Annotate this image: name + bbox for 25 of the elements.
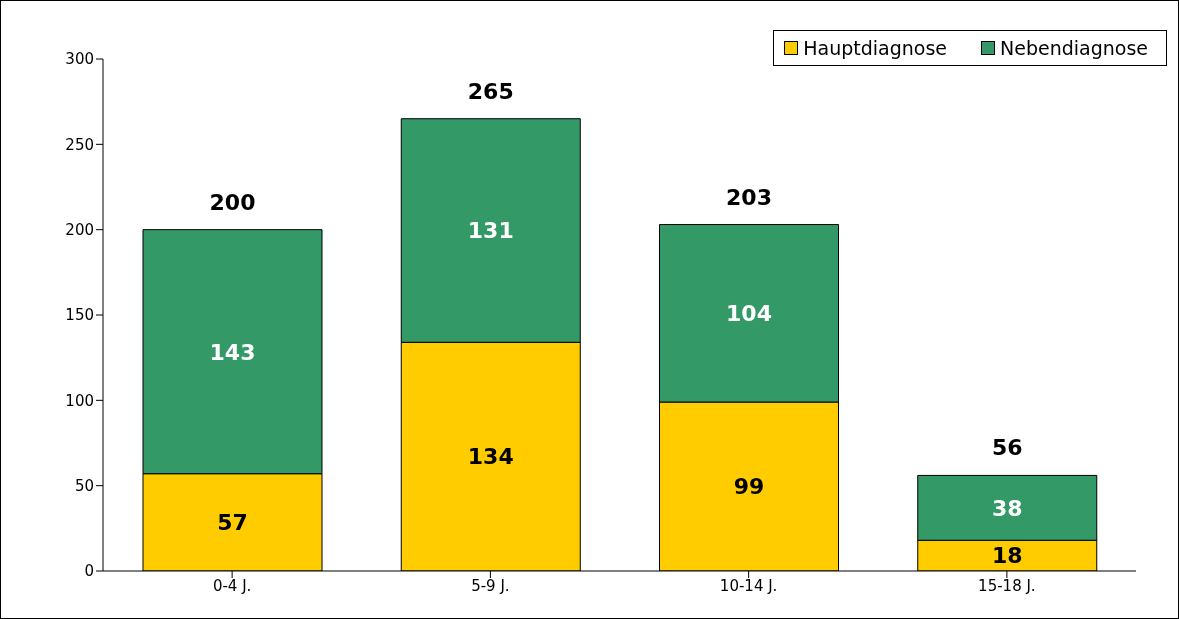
legend-label: Hauptdiagnose <box>802 37 947 59</box>
y-tick-label: 0 <box>84 562 94 581</box>
y-tick-label: 150 <box>65 306 94 325</box>
x-tick-label: 0-4 J. <box>212 576 252 595</box>
total-label: 200 <box>209 189 256 215</box>
y-tick-label: 300 <box>65 50 94 69</box>
y-tick-label: 100 <box>65 391 94 410</box>
data-label: 38 <box>991 495 1023 521</box>
data-label: 18 <box>991 543 1023 569</box>
y-tick-label: 200 <box>65 220 94 239</box>
data-label: 131 <box>467 218 514 244</box>
x-tick-label: 10-14 J. <box>719 576 778 595</box>
x-tick-label: 5-9 J. <box>471 576 510 595</box>
x-tick-label: 15-18 J. <box>978 576 1036 595</box>
total-label: 56 <box>991 435 1023 461</box>
legend-label: Nebendiagnose <box>999 37 1148 59</box>
y-tick-label: 250 <box>65 135 94 154</box>
y-tick-label: 50 <box>74 476 94 495</box>
data-label: 134 <box>467 444 514 470</box>
total-label: 203 <box>726 184 772 210</box>
total-label: 265 <box>467 78 514 104</box>
data-label: 57 <box>217 510 248 536</box>
data-label: 104 <box>726 301 772 327</box>
data-label: 143 <box>209 339 256 365</box>
data-label: 99 <box>733 474 765 500</box>
